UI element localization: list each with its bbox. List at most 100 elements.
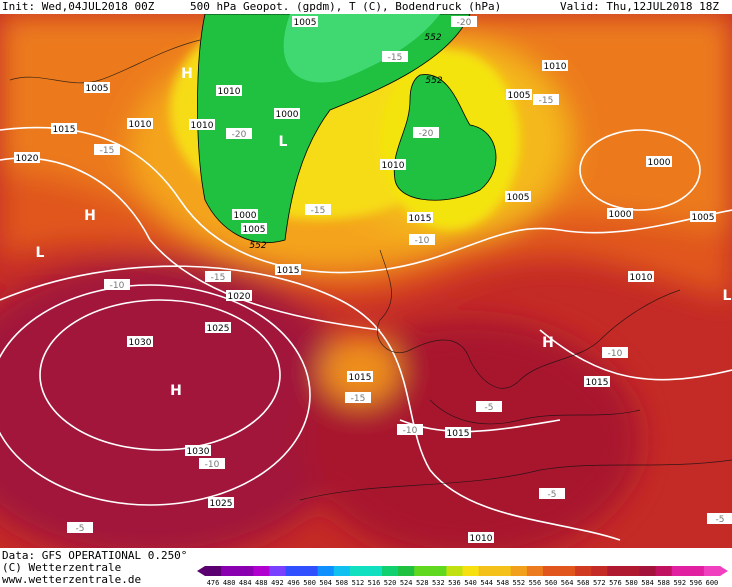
colorbar-arrow-left bbox=[197, 566, 205, 576]
label-box bbox=[409, 234, 435, 245]
label-box bbox=[382, 51, 408, 62]
label-box bbox=[241, 223, 267, 234]
isobar-label: 1000 bbox=[276, 110, 299, 120]
high-pressure-marker: H bbox=[170, 383, 182, 399]
colorbar-swatch bbox=[494, 566, 512, 576]
isobar-label: 1005 bbox=[508, 91, 531, 101]
colorbar-label: 500 bbox=[303, 579, 316, 587]
colorbar-label: 564 bbox=[561, 579, 574, 587]
colorbar-label: 556 bbox=[529, 579, 542, 587]
label-box bbox=[205, 322, 231, 333]
isobar-label: 1015 bbox=[53, 125, 76, 135]
colorbar-label: 528 bbox=[416, 579, 429, 587]
isobar-label: 1000 bbox=[609, 210, 632, 220]
colorbar-swatch bbox=[526, 566, 544, 576]
temperature-label: -20 bbox=[419, 129, 434, 139]
isobar-label: 1015 bbox=[277, 266, 300, 276]
label-box bbox=[468, 532, 494, 543]
isobar-label: 1010 bbox=[630, 273, 653, 283]
valid-time: Valid: Thu,12JUL2018 18Z bbox=[560, 0, 719, 13]
isobar-label: 1020 bbox=[228, 292, 251, 302]
colorbar-label: 568 bbox=[577, 579, 590, 587]
colorbar-swatch bbox=[478, 566, 496, 576]
colorbar-label: 580 bbox=[625, 579, 638, 587]
isobar-label: 1005 bbox=[86, 84, 109, 94]
temperature-label: -20 bbox=[457, 18, 472, 28]
label-box bbox=[533, 94, 559, 105]
label-box bbox=[216, 85, 242, 96]
high-pressure-marker: H bbox=[84, 208, 96, 224]
label-box bbox=[413, 127, 439, 138]
colorbar-label: 548 bbox=[496, 579, 509, 587]
low-pressure-marker: L bbox=[36, 245, 45, 261]
label-box bbox=[208, 497, 234, 508]
colorbar-label: 512 bbox=[352, 579, 365, 587]
label-box bbox=[51, 123, 77, 134]
label-box bbox=[292, 16, 318, 27]
init-time: Init: Wed,04JUL2018 00Z bbox=[2, 0, 155, 13]
colorbar-swatch bbox=[639, 566, 657, 576]
label-box bbox=[185, 445, 211, 456]
isobar-label: 1005 bbox=[692, 213, 715, 223]
label-box bbox=[607, 208, 633, 219]
colorbar-swatch bbox=[349, 566, 367, 576]
colorbar-swatch bbox=[446, 566, 463, 576]
colorbar-label: 524 bbox=[400, 579, 413, 587]
website: www.wetterzentrale.de bbox=[2, 573, 141, 586]
colorbar-swatch bbox=[430, 566, 447, 576]
isobar-label: 1000 bbox=[234, 211, 257, 221]
isobar-label: 1000 bbox=[648, 158, 671, 168]
label-box bbox=[226, 128, 252, 139]
colorbar-swatch bbox=[253, 566, 270, 576]
geopotential-label: 552 bbox=[249, 241, 266, 251]
colorbar-swatch bbox=[414, 566, 431, 576]
label-box bbox=[226, 290, 252, 301]
label-box bbox=[347, 371, 373, 382]
colorbar-label: 600 bbox=[706, 579, 719, 587]
colorbar-label: 536 bbox=[448, 579, 461, 587]
isobar-label: 1015 bbox=[586, 378, 609, 388]
label-box bbox=[690, 211, 716, 222]
colorbar-label: 488 bbox=[255, 579, 268, 587]
colorbar-swatch bbox=[317, 566, 335, 576]
label-box bbox=[14, 152, 40, 163]
label-box bbox=[451, 16, 477, 27]
label-box bbox=[94, 144, 120, 155]
colorbar-label: 576 bbox=[609, 579, 622, 587]
field-description: 500 hPa Geopot. (gpdm), T (C), Bodendruc… bbox=[190, 0, 501, 13]
isobar-label: 1010 bbox=[544, 62, 567, 72]
label-box bbox=[506, 89, 532, 100]
map: 1005 1005 1005 1005 1005 1005 1010 1010 1010 1010… bbox=[0, 14, 732, 548]
label-box bbox=[199, 458, 225, 469]
label-box bbox=[345, 392, 371, 403]
label-box bbox=[84, 82, 110, 93]
colorbar-label: 584 bbox=[641, 579, 654, 587]
isobar-label: 1025 bbox=[207, 324, 230, 334]
temperature-label: -15 bbox=[211, 273, 226, 283]
colorbar-swatch bbox=[575, 566, 592, 576]
isobar-label: 1005 bbox=[294, 18, 317, 28]
label-box bbox=[189, 119, 215, 130]
temperature-label: -15 bbox=[311, 206, 326, 216]
colorbar-swatch bbox=[285, 566, 303, 576]
label-box bbox=[584, 376, 610, 387]
isobar-label: 1005 bbox=[243, 225, 266, 235]
label-box bbox=[127, 336, 153, 347]
label-box bbox=[542, 60, 568, 71]
label-box bbox=[397, 424, 423, 435]
colorbar-swatch bbox=[542, 566, 560, 576]
colorbar-label: 480 bbox=[223, 579, 236, 587]
colorbar-swatch bbox=[205, 566, 222, 576]
isobar-label: 1010 bbox=[218, 87, 241, 97]
label-box bbox=[628, 271, 654, 282]
label-box bbox=[380, 159, 406, 170]
temperature-label: -10 bbox=[403, 426, 418, 436]
colorbar-swatch bbox=[333, 566, 351, 576]
colorbar-swatch bbox=[237, 566, 254, 576]
colorbar-swatch bbox=[607, 566, 624, 576]
colorbar-label: 508 bbox=[335, 579, 348, 587]
temperature-label: -10 bbox=[205, 460, 220, 470]
colorbar-arrow-right bbox=[720, 566, 728, 576]
isobar-label: 1030 bbox=[187, 447, 210, 457]
label-box bbox=[205, 271, 231, 282]
